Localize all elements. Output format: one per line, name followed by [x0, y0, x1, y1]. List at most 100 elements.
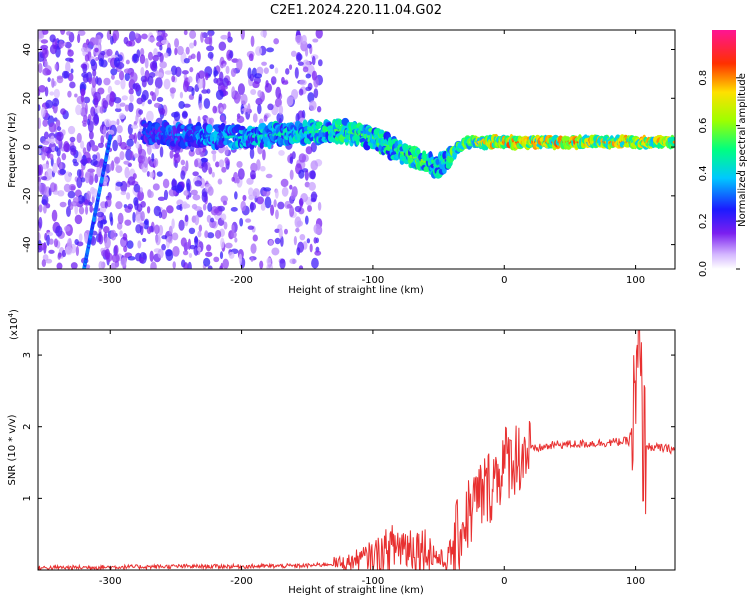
spectrogram-cell: [223, 221, 228, 230]
spectrogram-cell: [168, 225, 173, 235]
spectrogram-cell: [83, 47, 92, 53]
spectrogram-cell: [208, 32, 213, 45]
spectrogram-cell: [249, 147, 255, 160]
spectrogram-cell: [205, 251, 213, 257]
spectrogram-cell: [314, 250, 322, 256]
spectrogram-cell: [293, 235, 297, 246]
spectrogram-cell: [124, 219, 132, 226]
spectrogram-cell: [247, 225, 255, 230]
spectrogram-cell: [230, 207, 238, 212]
spectrogram-cell: [166, 205, 174, 214]
spectrogram-cell: [65, 61, 71, 73]
spectrogram-cell: [49, 91, 55, 96]
spectrogram-cell: [197, 230, 202, 238]
spectrogram-cell: [264, 196, 272, 209]
spectrogram-cell: [120, 257, 127, 267]
spectrogram-cell: [49, 153, 54, 160]
spectrogram-cell: [212, 105, 218, 114]
spectrogram-cell: [41, 176, 48, 181]
spectrogram-cell: [135, 141, 140, 149]
spectrogram-cell: [298, 88, 304, 96]
spectrogram-cell: [237, 83, 245, 95]
spectrogram-cell: [42, 47, 49, 59]
spectrogram-cell: [128, 134, 136, 140]
spectrogram-cell: [207, 232, 215, 239]
spectrogram-cell: [41, 146, 49, 153]
spectrogram-cell: [305, 73, 312, 79]
spectrogram-cell: [171, 185, 179, 191]
spectrogram-cell: [220, 85, 228, 90]
spectrogram-cell: [123, 160, 130, 165]
spectrogram-cell: [224, 242, 233, 249]
spectrogram-cell: [235, 93, 242, 100]
snr-x-tick-label: -100: [362, 576, 385, 587]
spectrogram-cell: [104, 248, 111, 260]
spectrogram-cell: [74, 214, 83, 225]
spectrogram-cell: [139, 155, 145, 163]
spectrogram-cell: [95, 57, 99, 62]
colorbar: 0.0 0.2 0.4 0.6 0.8 Normalized spectral ampl…: [698, 30, 748, 277]
spectrogram-cell: [149, 250, 154, 262]
spectrogram-cell: [48, 249, 55, 254]
colorbar-ticks: 0.0 0.2 0.4 0.6 0.8: [698, 70, 740, 277]
spectrogram-cell: [174, 47, 178, 56]
spectrogram-cell: [161, 32, 168, 38]
spectrogram-cell: [112, 30, 120, 41]
spectrogram-cell: [63, 183, 71, 193]
spectrogram-cell: [73, 161, 79, 167]
spectrogram-cell: [129, 150, 134, 161]
spectrogram-cell: [185, 46, 190, 55]
spectrogram-cell: [310, 191, 318, 202]
spectrogram-cell: [141, 33, 148, 40]
spectrogram-cell: [42, 68, 50, 76]
spectrogram-cell: [207, 51, 214, 59]
spectrogram-cell: [163, 78, 171, 90]
spectrogram-cell: [252, 234, 258, 242]
spectrogram-y-tick-label: 40: [22, 43, 33, 56]
spectrogram-cell: [140, 66, 145, 76]
spectrogram-cell: [304, 47, 309, 57]
spectrogram-cell: [256, 159, 261, 171]
spectrogram-cell: [38, 117, 41, 130]
snr-y-scale-note: (x104): [7, 309, 20, 340]
spectrogram-cell: [206, 123, 213, 134]
spectrogram-cell: [41, 199, 48, 205]
spectrogram-cell: [81, 196, 86, 203]
spectrogram-cell: [183, 262, 189, 269]
spectrogram-cell: [95, 152, 101, 162]
colorbar-gradient: [712, 30, 736, 269]
spectrogram-cell: [111, 74, 115, 80]
spectrogram-cell: [310, 170, 316, 180]
spectrogram-cell: [154, 87, 159, 97]
spectrogram-cell: [153, 102, 162, 108]
spectrogram-cell: [274, 228, 280, 233]
spectrogram-cell: [307, 82, 313, 91]
spectrogram-cell: [48, 238, 54, 245]
spectrogram-cell: [103, 77, 111, 86]
spectrogram-cell: [151, 153, 155, 162]
snr-x-tick-label: 0: [501, 576, 507, 587]
spectrogram-cell: [299, 79, 307, 86]
spectrogram-cell: [159, 61, 167, 69]
spectrogram-cell: [224, 146, 229, 156]
spectrogram-cell: [116, 134, 121, 144]
spectrogram-cell: [56, 126, 62, 131]
spectrogram-cell: [114, 79, 121, 86]
spectrogram-cell: [237, 168, 245, 180]
spectrogram-cell: [298, 169, 305, 179]
spectrogram-cell: [104, 236, 111, 249]
snr-x-tick-label: -200: [230, 576, 253, 587]
spectrogram-cell: [223, 140, 228, 146]
spectrogram-cell: [48, 122, 57, 133]
spectrogram-cell: [52, 162, 58, 174]
spectrogram-y-tick-label: 0: [22, 144, 33, 150]
spectrogram-cell: [312, 38, 319, 43]
spectrogram-cell: [207, 186, 214, 196]
spectrogram-cell: [201, 89, 209, 94]
spectrogram-cell: [38, 62, 43, 74]
spectrogram-cell: [188, 42, 195, 49]
spectrogram-cell: [230, 67, 237, 78]
spectrogram-cell: [115, 165, 123, 174]
spectrogram-cell: [158, 107, 166, 115]
